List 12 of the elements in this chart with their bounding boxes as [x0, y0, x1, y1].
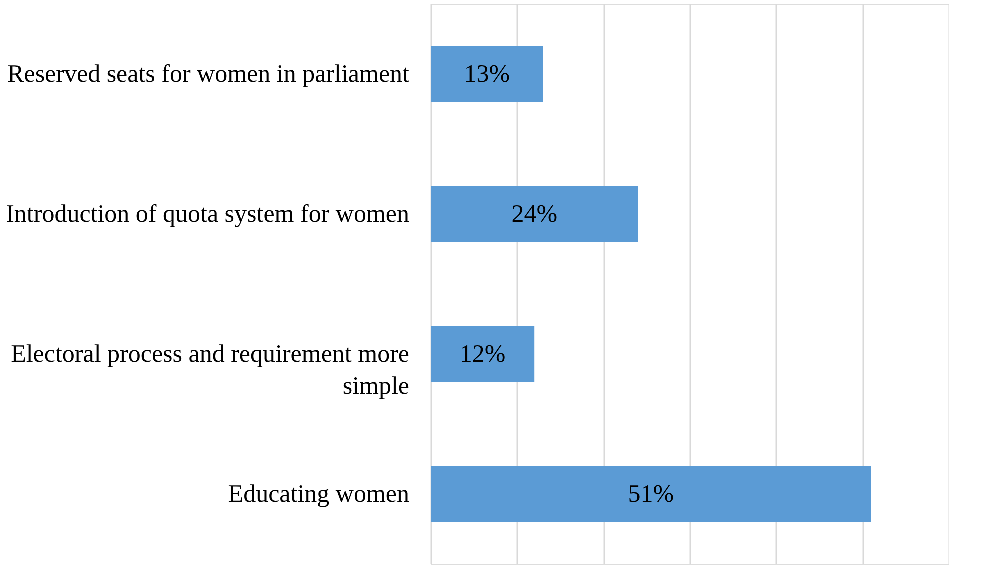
y-tick-label: Electoral process and requirement more simple [11, 341, 410, 400]
y-tick-label: Introduction of quota system for women [6, 201, 410, 228]
bar [431, 326, 535, 382]
data-label: 12% [460, 341, 506, 368]
bar [431, 186, 638, 242]
data-label: 13% [464, 61, 510, 88]
y-tick-label: Reserved seats for women in parliament [8, 61, 410, 88]
bar [431, 46, 544, 102]
data-label: 51% [628, 481, 674, 508]
y-tick-label: Educating women [228, 481, 410, 508]
bar [431, 466, 872, 522]
data-label: 24% [512, 201, 558, 228]
